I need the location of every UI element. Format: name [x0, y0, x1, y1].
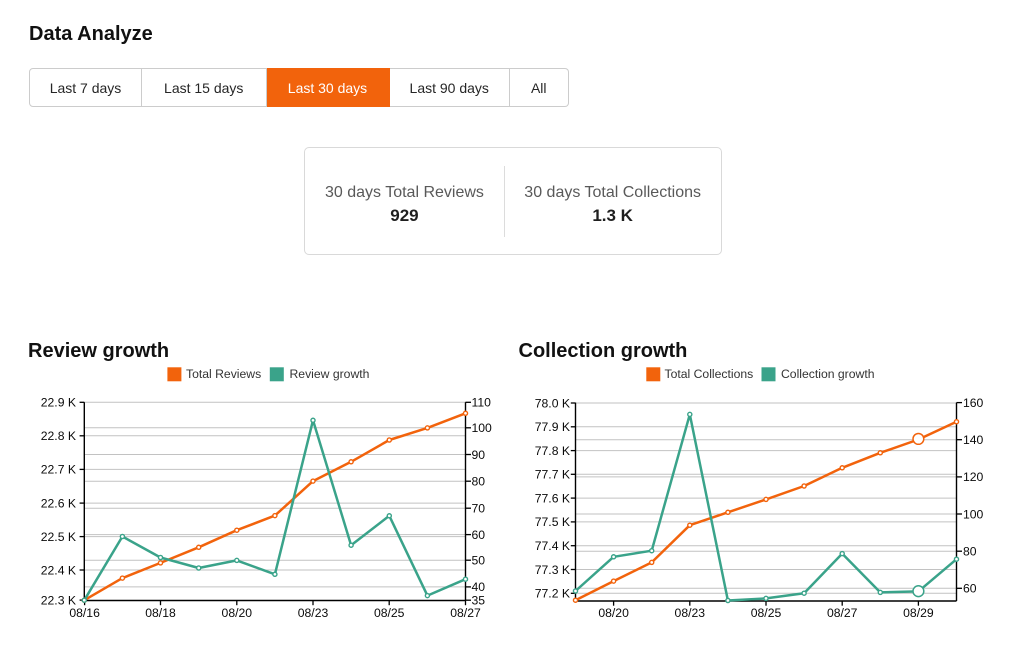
svg-text:Collection growth: Collection growth: [519, 340, 688, 362]
svg-text:08/27: 08/27: [827, 606, 858, 620]
svg-text:22.5 K: 22.5 K: [41, 530, 76, 544]
svg-text:78.0 K: 78.0 K: [535, 396, 570, 410]
svg-text:120: 120: [963, 470, 984, 484]
svg-text:22.9 K: 22.9 K: [41, 396, 76, 410]
svg-text:35: 35: [472, 594, 486, 608]
svg-text:22.6 K: 22.6 K: [41, 496, 76, 510]
svg-text:08/25: 08/25: [374, 606, 405, 620]
svg-text:80: 80: [963, 545, 977, 559]
svg-text:77.4 K: 77.4 K: [535, 539, 570, 553]
svg-text:77.3 K: 77.3 K: [535, 563, 570, 577]
svg-text:100: 100: [963, 507, 984, 521]
svg-text:08/29: 08/29: [903, 606, 934, 620]
svg-text:22.3 K: 22.3 K: [41, 593, 76, 607]
svg-text:Total Collections: Total Collections: [665, 367, 754, 381]
svg-text:Review growth: Review growth: [290, 367, 370, 381]
svg-text:22.7 K: 22.7 K: [41, 463, 76, 477]
svg-text:100: 100: [472, 421, 493, 435]
svg-text:Collection growth: Collection growth: [781, 367, 874, 381]
svg-text:80: 80: [472, 475, 486, 489]
svg-text:08/20: 08/20: [598, 606, 629, 620]
svg-text:22.4 K: 22.4 K: [41, 563, 76, 577]
svg-text:08/20: 08/20: [222, 606, 253, 620]
svg-text:08/18: 08/18: [145, 606, 176, 620]
svg-text:110: 110: [472, 396, 492, 410]
svg-text:50: 50: [472, 554, 486, 568]
svg-text:60: 60: [963, 582, 977, 596]
svg-text:08/27: 08/27: [450, 606, 481, 620]
svg-text:22.8 K: 22.8 K: [41, 429, 76, 443]
svg-text:160: 160: [963, 396, 984, 410]
svg-text:08/25: 08/25: [751, 606, 782, 620]
svg-text:Review growth: Review growth: [28, 340, 169, 362]
svg-text:77.2 K: 77.2 K: [535, 587, 570, 601]
svg-text:08/23: 08/23: [675, 606, 706, 620]
svg-text:77.7 K: 77.7 K: [535, 468, 570, 482]
svg-text:90: 90: [472, 448, 486, 462]
svg-text:60: 60: [472, 528, 486, 542]
svg-text:70: 70: [472, 502, 486, 516]
svg-text:Total Reviews: Total Reviews: [186, 367, 261, 381]
svg-text:140: 140: [963, 433, 984, 447]
svg-text:77.6 K: 77.6 K: [535, 491, 570, 505]
svg-text:77.9 K: 77.9 K: [535, 420, 570, 434]
svg-text:40: 40: [472, 580, 486, 594]
svg-text:08/23: 08/23: [298, 606, 329, 620]
svg-text:08/16: 08/16: [69, 606, 100, 620]
svg-text:77.8 K: 77.8 K: [535, 444, 570, 458]
svg-text:77.5 K: 77.5 K: [535, 515, 570, 529]
